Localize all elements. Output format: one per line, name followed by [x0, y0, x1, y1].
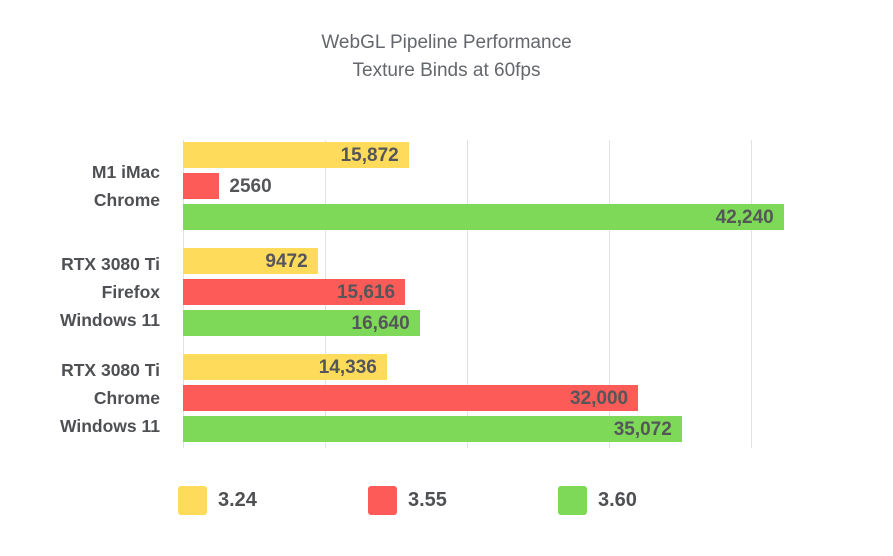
chart-title-line2: Texture Binds at 60fps	[352, 60, 541, 81]
chart-title-line1: WebGL Pipeline Performance	[321, 32, 572, 53]
bar-value-label: 32,000	[570, 388, 629, 409]
bar-row: 16,640	[183, 310, 893, 336]
legend: 3.24 3.55 3.60	[178, 486, 748, 515]
bar-value-label: 42,240	[715, 207, 774, 228]
bar-value-label: 9472	[265, 251, 308, 272]
bar-row: 35,072	[183, 416, 893, 442]
legend-label: 3.24	[218, 489, 257, 511]
bar-series-3.55: 15,616	[183, 279, 406, 305]
bar-series-3.24: 14,336	[183, 354, 387, 380]
group-bars: 14,336 32,000 35,072	[183, 354, 893, 442]
category-label-line: Chrome	[93, 190, 160, 210]
category-label-line: Windows 11	[59, 310, 160, 330]
legend-swatch	[178, 486, 207, 515]
category-group: RTX 3080 Ti Chrome Windows 11 14,336 32,000 3…	[0, 354, 893, 442]
category-label-line: RTX 3080 Ti	[61, 360, 160, 380]
bar-series-3.60: 16,640	[183, 310, 420, 336]
legend-label: 3.55	[408, 489, 447, 511]
legend-swatch	[368, 486, 397, 515]
legend-item-3.24: 3.24	[178, 486, 368, 515]
category-label-line: RTX 3080 Ti	[61, 254, 160, 274]
category-label-line: M1 iMac	[91, 162, 160, 182]
bar-series-3.60: 42,240	[183, 204, 784, 230]
bar-value-label: 16,640	[351, 313, 410, 334]
category-label-line: Firefox	[101, 282, 160, 302]
bar-row: 2560	[183, 173, 893, 199]
bar-value-label: 15,616	[336, 282, 396, 303]
legend-label: 3.60	[598, 489, 637, 511]
bar-chart-plot-area: M1 iMac Chrome 15,872 2560 42,240 RTX 3080 Ti…	[0, 140, 893, 448]
bar-series-3.60: 35,072	[183, 416, 682, 442]
legend-swatch	[558, 486, 587, 515]
bar-row: 14,336	[183, 354, 893, 380]
chart-title: WebGL Pipeline Performance Texture Binds…	[0, 29, 893, 85]
bar-row: 15,616	[183, 279, 893, 305]
category-group: M1 iMac Chrome 15,872 2560 42,240	[0, 142, 893, 230]
group-bars: 9472 15,616 16,640	[183, 248, 893, 336]
bar-row: 32,000	[183, 385, 893, 411]
bar-row: 9472	[183, 248, 893, 274]
category-label: RTX 3080 Ti Chrome Windows 11	[0, 356, 160, 440]
bar-series-3.24: 15,872	[183, 142, 409, 168]
gridline-40000	[751, 140, 753, 448]
gridline-30000	[609, 140, 611, 448]
bar-row: 42,240	[183, 204, 893, 230]
bar-value-label: 35,072	[613, 419, 672, 440]
bar-series-3.55: 2560	[183, 173, 272, 199]
bar-row: 15,872	[183, 142, 893, 168]
category-label-line: Chrome	[93, 388, 160, 408]
bar-value-label: 2560	[229, 176, 272, 197]
category-label: M1 iMac Chrome	[0, 158, 160, 214]
category-label-line: Windows 11	[59, 416, 160, 436]
legend-item-3.60: 3.60	[558, 486, 748, 515]
category-label: RTX 3080 Ti Firefox Windows 11	[0, 250, 160, 334]
bar-value-label: 15,872	[340, 145, 399, 166]
gridline-20000	[466, 140, 468, 448]
group-bars: 15,872 2560 42,240	[183, 142, 893, 230]
bar-series-3.24: 9472	[183, 248, 318, 274]
bar-series-3.55: 32,000	[183, 385, 639, 411]
bar-value-label: 14,336	[318, 357, 377, 378]
category-group: RTX 3080 Ti Firefox Windows 11 9472 15,616 16…	[0, 248, 893, 336]
bar-groups: M1 iMac Chrome 15,872 2560 42,240 RTX 3080 Ti…	[0, 142, 893, 442]
legend-item-3.55: 3.55	[368, 486, 558, 515]
